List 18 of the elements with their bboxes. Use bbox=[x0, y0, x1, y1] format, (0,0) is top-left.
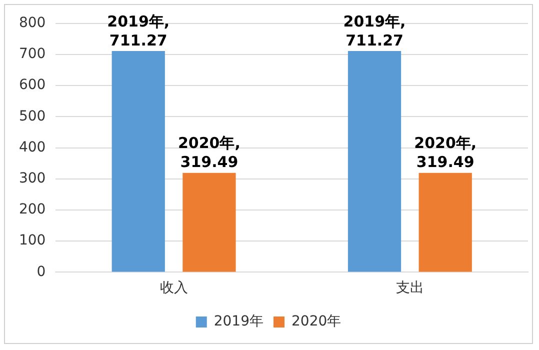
data-label: 2019年, 711.27 bbox=[343, 12, 406, 50]
x-tick-label: 支出 bbox=[396, 280, 424, 296]
y-tick-label: 0 bbox=[36, 264, 46, 280]
y-tick-label: 500 bbox=[18, 108, 46, 124]
legend-label: 2019年 bbox=[214, 314, 264, 330]
legend-label: 2020年 bbox=[292, 314, 342, 330]
y-tick-label: 800 bbox=[18, 15, 46, 32]
y-tick-label: 700 bbox=[18, 46, 46, 62]
data-label: 2019年, 711.27 bbox=[107, 12, 170, 50]
y-tick-label: 600 bbox=[18, 77, 46, 94]
chart-frame: 2019年 2020年 收入 支出 0 100 200 300 400 500 600 700 800 2019年, 711.27 2019年, 711.27 2020年, 319.49 2020年, 319.49 bbox=[4, 4, 533, 344]
y-tick-label: 100 bbox=[18, 232, 46, 249]
x-tick-label: 收入 bbox=[160, 280, 188, 296]
data-label: 2020年, 319.49 bbox=[178, 134, 240, 172]
data-label: 2020年, 319.49 bbox=[414, 134, 477, 172]
y-tick-label: 400 bbox=[18, 139, 46, 156]
y-tick-label: 300 bbox=[18, 170, 46, 187]
y-tick-label: 200 bbox=[18, 202, 46, 218]
